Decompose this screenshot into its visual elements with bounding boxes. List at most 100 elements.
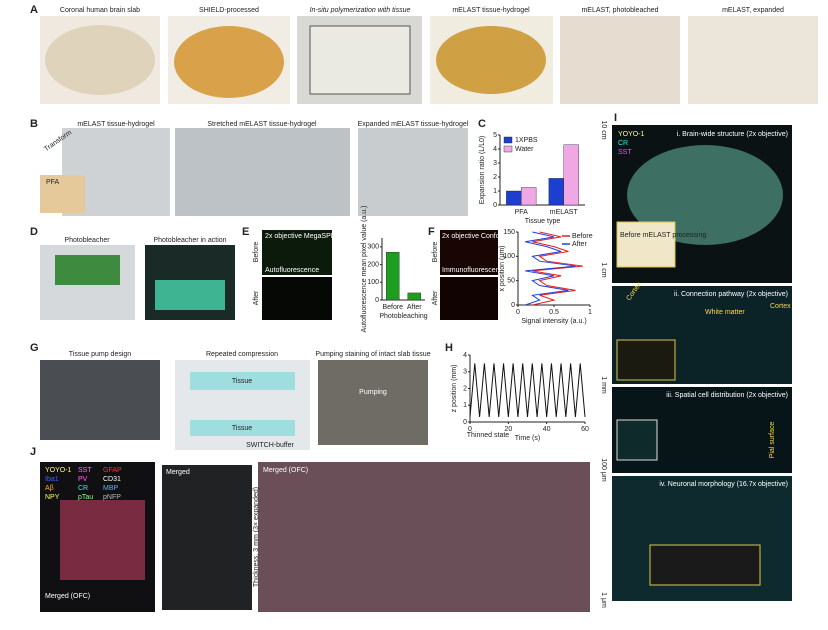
illustration [190,372,295,390]
label: SWITCH-buffer [246,442,294,449]
legend-label: pTau [78,494,93,501]
legend-label: SST [78,467,92,474]
legend-label: Water [515,146,534,153]
photo [40,175,85,213]
label: Merged (OFC) [263,467,308,474]
x-axis-label: Photobleaching [379,313,427,320]
y-tick-label: 2 [463,385,467,392]
bar [548,178,564,206]
x-tick-label: 60 [581,426,589,433]
x-axis-label: Time (s) [515,435,540,442]
photo [560,16,680,104]
photo [358,128,468,216]
x-tick-label: 0 [516,309,520,316]
row-label: After [432,290,439,305]
y-tick-label: 0 [375,297,379,304]
label: Cortex [770,303,791,310]
row-label: Before [432,242,439,263]
caption: mELAST tissue-hydrogel [452,7,530,14]
bar [563,144,579,206]
x-tick-label: 0 [468,426,472,433]
panel-letter: J [30,446,36,458]
x-tick-label: Before [382,304,403,311]
panel-letter: F [428,226,435,238]
label: PFA [46,179,60,186]
x-axis-label: Signal intensity (a.u.) [521,318,586,325]
micrograph [60,500,145,580]
photo [436,26,546,94]
caption: Pumping staining of intact slab tissue [315,351,430,358]
y-axis-label: x position (μm) [499,245,506,291]
legend-label: SST [618,149,632,156]
label: Pial surface [769,422,776,459]
y-tick-label: 4 [463,352,467,359]
row-label: Before [253,242,260,263]
subtitle: i. Brain-wide structure (2x objective) [677,131,788,138]
legend-label: CR [78,485,88,492]
y-tick-label: 100 [367,279,379,286]
y-tick-label: 150 [503,229,515,236]
label: Thickness, 3 mm (3× expanded) [253,487,260,587]
photo [318,360,428,445]
caption: SHIELD-processed [199,7,259,14]
panel-letter: C [478,118,486,130]
legend-label: After [572,241,587,248]
label: Immunofluorescence [442,267,507,274]
legend-label: Iba1 [45,476,59,483]
legend-swatch [503,136,513,144]
subtitle: iv. Neuronal morphology (16.7x objective… [659,481,788,488]
y-tick-label: 0 [511,302,515,309]
panel-letter: A [30,4,38,16]
y-tick-label: 2 [493,174,497,181]
panel-letter: B [30,118,38,130]
y-tick-label: 0 [463,419,467,426]
panel-letter: E [242,226,249,238]
y-tick-label: 0 [493,202,497,209]
caption: mELAST, photobleached [581,7,658,14]
caption: In-situ polymerization with tissue [310,7,411,14]
caption: mELAST, expanded [722,7,784,14]
label: Before mELAST processing [620,232,706,239]
caption: Photobleacher [64,237,110,244]
panel-letter: H [445,342,453,354]
caption: Coronal human brain slab [60,7,140,14]
label: Tissue [232,378,252,385]
x-tick-label: mELAST [550,209,579,216]
label: White matter [705,309,745,316]
y-tick-label: 200 [367,261,379,268]
scale-label: 1 μm [600,592,607,608]
y-tick-label: 3 [493,160,497,167]
x-axis-label: Tissue type [525,218,561,225]
illustration [40,360,160,440]
label: Autofluorescence [265,267,319,274]
legend-label: Before [572,233,593,240]
legend-swatch [503,145,513,153]
legend-label: YOYO-1 [45,467,72,474]
line [469,363,586,418]
row-label: After [253,290,260,305]
bar [521,187,537,206]
inset [616,419,658,461]
bar [506,190,522,206]
micrograph [262,230,332,275]
photo [688,16,818,104]
y-tick-label: 3 [463,369,467,376]
x-tick-label: PFA [515,209,529,216]
panel-letter: D [30,226,38,238]
line [532,231,583,306]
legend-label: CD31 [103,476,121,483]
micrograph [627,145,783,245]
label: Tissue [232,425,252,432]
scale-label: 100 μm [600,458,607,482]
photo [309,25,411,95]
y-tick-label: 300 [367,244,379,251]
photo [45,25,155,95]
bar [407,292,421,301]
caption: Expanded mELAST tissue-hydrogel [358,121,469,128]
line [525,231,576,306]
label: 2x objective Confocal microscope [442,233,546,240]
caption: Tissue pump design [69,351,131,358]
y-tick-label: 1 [493,188,497,195]
y-axis-label: Expansion ratio (L/L0) [479,136,486,204]
